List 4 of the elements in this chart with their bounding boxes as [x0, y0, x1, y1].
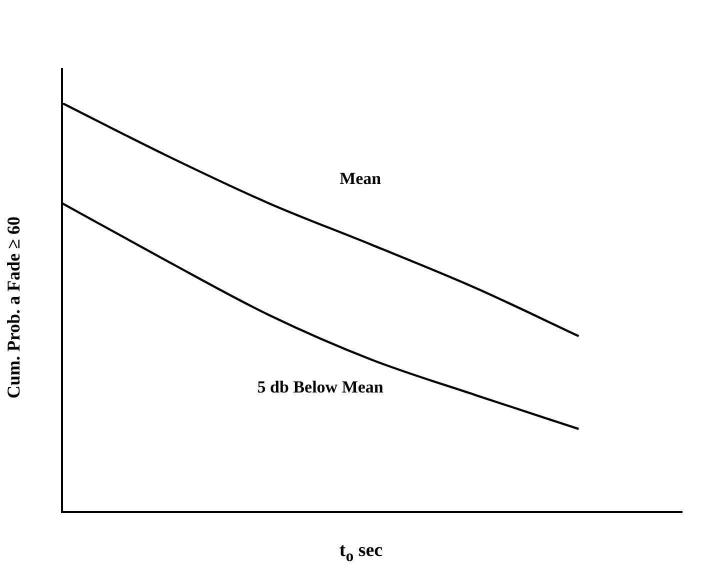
x-axis-title: t$_{o}$ sec	[338, 540, 384, 566]
series-label: 5 db Below Mean	[257, 377, 384, 396]
y-axis-title: Cum. Prob. a Fade ≥ 60	[3, 216, 24, 399]
text: Mean	[340, 169, 382, 188]
